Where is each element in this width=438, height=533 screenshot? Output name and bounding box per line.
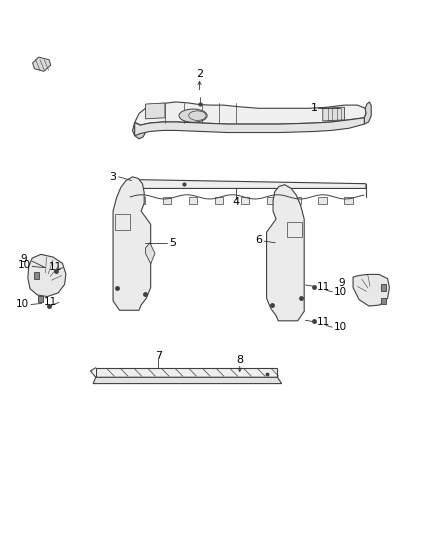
Polygon shape [381, 285, 386, 291]
Polygon shape [28, 254, 66, 296]
Polygon shape [128, 180, 366, 189]
Text: 8: 8 [236, 356, 244, 366]
Polygon shape [38, 296, 43, 302]
Polygon shape [137, 197, 145, 204]
Polygon shape [344, 197, 353, 204]
Text: 2: 2 [196, 69, 203, 79]
Text: 6: 6 [255, 235, 262, 245]
Text: 10: 10 [334, 287, 347, 297]
Polygon shape [293, 197, 301, 204]
Polygon shape [381, 297, 386, 304]
Polygon shape [267, 185, 304, 321]
Polygon shape [323, 107, 344, 121]
Text: 4: 4 [233, 197, 240, 207]
Polygon shape [267, 197, 275, 204]
Polygon shape [145, 243, 155, 264]
Polygon shape [93, 377, 282, 384]
Polygon shape [163, 197, 171, 204]
Text: 1: 1 [311, 103, 318, 114]
Text: 7: 7 [155, 351, 162, 361]
Text: 11: 11 [48, 262, 62, 271]
Text: 9: 9 [20, 254, 27, 264]
Polygon shape [134, 102, 366, 125]
Polygon shape [189, 197, 198, 204]
Text: 11: 11 [317, 281, 330, 292]
Polygon shape [96, 368, 277, 377]
Text: 10: 10 [334, 322, 347, 332]
Text: 3: 3 [109, 172, 116, 182]
Text: 11: 11 [317, 317, 330, 327]
Polygon shape [113, 177, 151, 310]
Polygon shape [318, 197, 327, 204]
Text: 10: 10 [16, 300, 29, 310]
Text: 5: 5 [169, 238, 176, 248]
Polygon shape [32, 57, 51, 71]
Text: 10: 10 [18, 261, 31, 270]
Ellipse shape [179, 109, 207, 122]
Polygon shape [215, 197, 223, 204]
Text: 9: 9 [338, 278, 345, 288]
Text: 11: 11 [44, 297, 57, 307]
Polygon shape [353, 274, 389, 306]
Polygon shape [34, 272, 39, 279]
Polygon shape [240, 197, 249, 204]
Polygon shape [364, 102, 371, 124]
Polygon shape [133, 123, 145, 139]
Polygon shape [134, 118, 364, 136]
Polygon shape [145, 103, 165, 119]
